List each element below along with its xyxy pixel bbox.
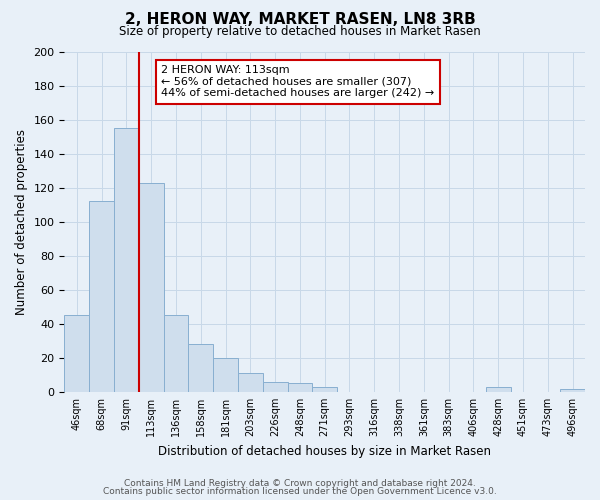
Bar <box>64 316 89 392</box>
Bar <box>560 388 585 392</box>
Y-axis label: Number of detached properties: Number of detached properties <box>15 128 28 314</box>
Bar <box>164 316 188 392</box>
Text: 2, HERON WAY, MARKET RASEN, LN8 3RB: 2, HERON WAY, MARKET RASEN, LN8 3RB <box>125 12 475 28</box>
Bar <box>213 358 238 392</box>
Bar <box>114 128 139 392</box>
Text: Contains public sector information licensed under the Open Government Licence v3: Contains public sector information licen… <box>103 487 497 496</box>
Bar <box>486 387 511 392</box>
Bar <box>89 202 114 392</box>
Bar <box>313 387 337 392</box>
Bar <box>238 373 263 392</box>
X-axis label: Distribution of detached houses by size in Market Rasen: Distribution of detached houses by size … <box>158 444 491 458</box>
Bar <box>263 382 287 392</box>
Text: Size of property relative to detached houses in Market Rasen: Size of property relative to detached ho… <box>119 25 481 38</box>
Bar <box>139 182 164 392</box>
Text: Contains HM Land Registry data © Crown copyright and database right 2024.: Contains HM Land Registry data © Crown c… <box>124 478 476 488</box>
Bar <box>287 384 313 392</box>
Text: 2 HERON WAY: 113sqm
← 56% of detached houses are smaller (307)
44% of semi-detac: 2 HERON WAY: 113sqm ← 56% of detached ho… <box>161 65 434 98</box>
Bar <box>188 344 213 392</box>
